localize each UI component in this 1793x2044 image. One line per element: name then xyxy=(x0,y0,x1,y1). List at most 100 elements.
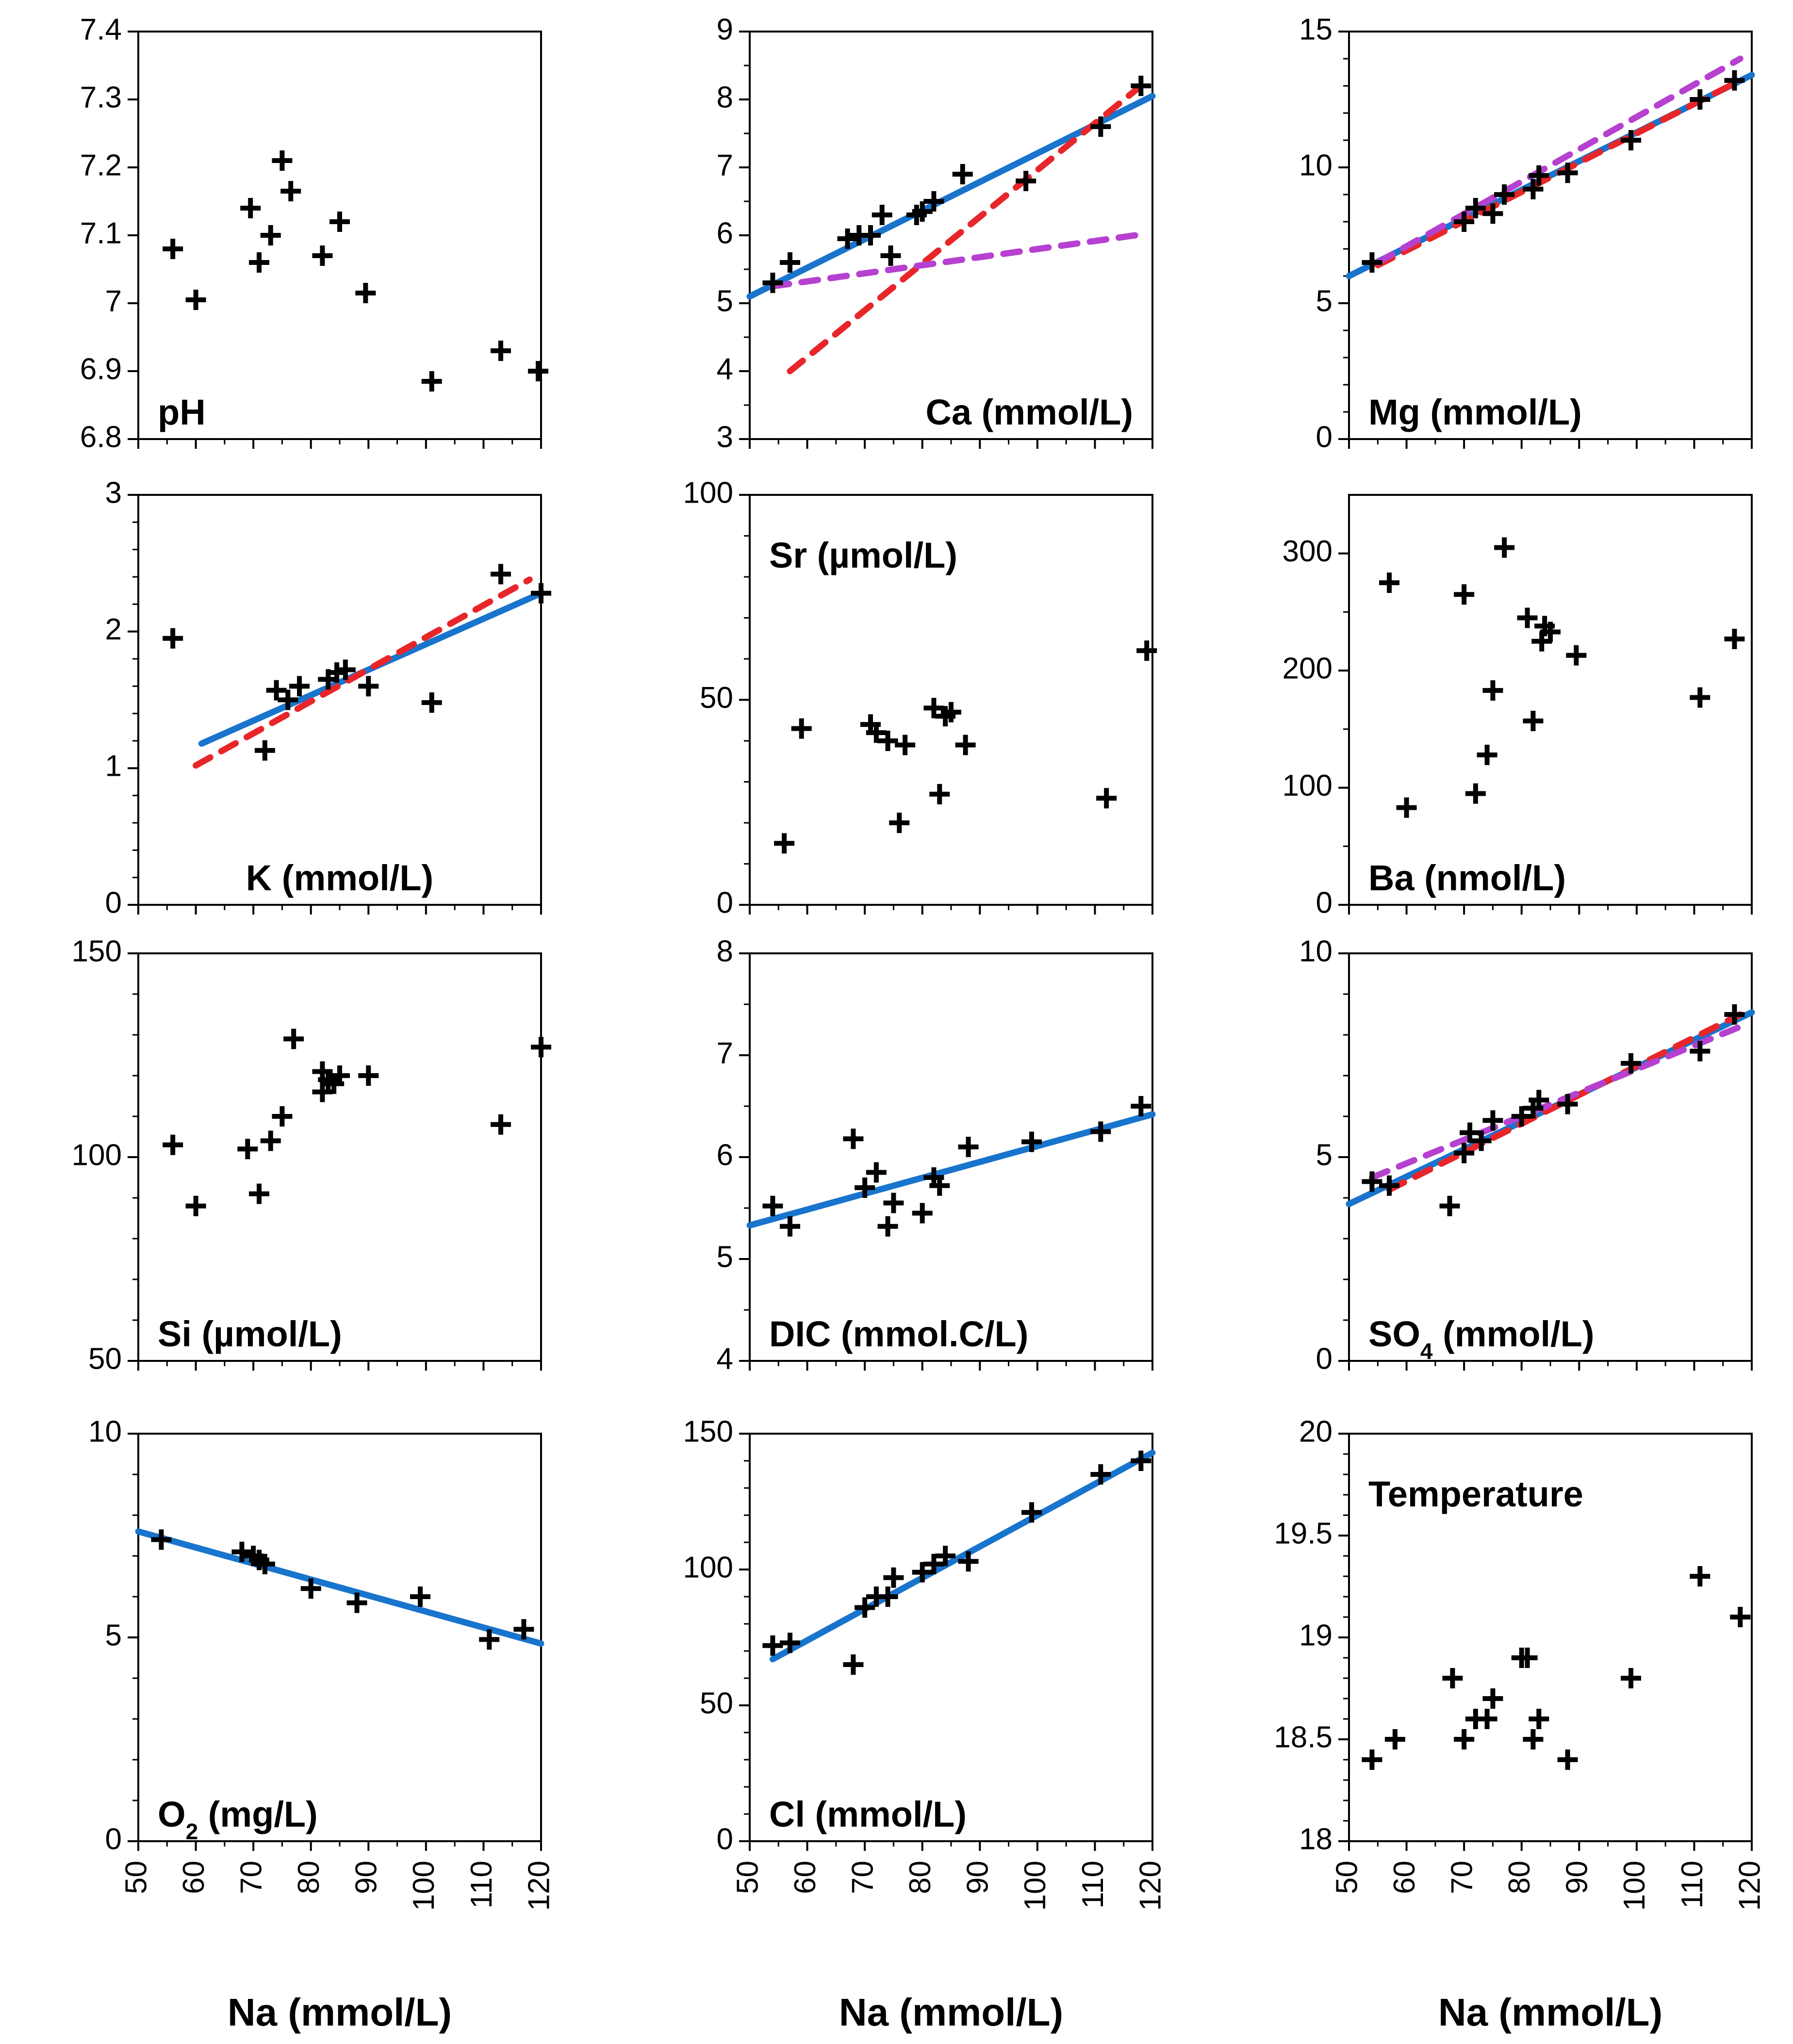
x-axis-title: Na (mmol/L) xyxy=(228,1991,452,2034)
data-point xyxy=(1439,1195,1460,1216)
panel-label: pH xyxy=(158,392,206,432)
data-point xyxy=(1379,1175,1399,1196)
data-point xyxy=(1454,1729,1475,1750)
y-tick-label: 7.3 xyxy=(80,81,122,114)
y-tick-label: 100 xyxy=(683,476,733,509)
data-point xyxy=(1021,1502,1042,1523)
y-tick-label: 0 xyxy=(105,886,122,919)
data-point xyxy=(1090,1121,1111,1142)
x-tick-label: 120 xyxy=(1733,1861,1766,1911)
x-tick-label: 50 xyxy=(731,1861,764,1894)
data-point xyxy=(272,150,293,171)
data-point xyxy=(491,341,511,361)
data-point xyxy=(358,676,379,697)
y-tick-label: 10 xyxy=(1299,934,1332,968)
fit-line-dashed xyxy=(1368,1023,1744,1181)
data-point xyxy=(1460,1122,1480,1143)
data-point xyxy=(1557,163,1578,183)
data-point xyxy=(762,1635,783,1656)
label-subscript: 2 xyxy=(186,1819,198,1844)
label-suffix: (mg/L) xyxy=(198,1794,318,1834)
data-point xyxy=(912,201,933,222)
data-point xyxy=(1362,1171,1382,1192)
panel-so4: 0 5 10 SO4 (mmol/L) xyxy=(1299,934,1755,1375)
panel-label: O2 (mg/L) xyxy=(158,1794,318,1844)
data-point xyxy=(260,225,281,245)
data-point xyxy=(1517,1648,1538,1668)
y-tick-label: 7 xyxy=(717,1036,733,1070)
data-point xyxy=(1477,1709,1497,1729)
y-tick-label: 6 xyxy=(717,216,733,250)
data-point xyxy=(929,1175,950,1196)
y-tick-label: 18.5 xyxy=(1274,1720,1332,1754)
y-tick-label: 5 xyxy=(717,284,733,318)
data-point xyxy=(1442,1668,1463,1688)
panel-ca: 3 4 5 6 7 8 9 Ca (mmol/L) xyxy=(717,13,1156,454)
y-tick-label: 10 xyxy=(88,1415,122,1448)
y-tick-label: 20 xyxy=(1299,1415,1332,1448)
fit-line-solid xyxy=(135,1528,544,1647)
data-point xyxy=(1454,212,1475,232)
data-point xyxy=(923,698,944,719)
data-point xyxy=(185,290,206,310)
data-point xyxy=(1131,1451,1151,1471)
data-point xyxy=(151,1529,172,1550)
data-point xyxy=(762,1195,783,1216)
data-point xyxy=(941,702,961,722)
data-point xyxy=(929,784,950,804)
data-point xyxy=(163,628,183,649)
data-point xyxy=(883,1567,904,1588)
y-tick-label: 4 xyxy=(717,352,733,386)
data-point xyxy=(300,1578,321,1599)
data-point xyxy=(249,252,269,273)
x-tick-label: 60 xyxy=(1388,1861,1421,1894)
data-point xyxy=(1454,1143,1475,1163)
data-point xyxy=(1690,1566,1711,1586)
y-tick-label: 5 xyxy=(1316,284,1332,318)
data-point xyxy=(249,1183,269,1204)
y-tick-label: 100 xyxy=(683,1551,733,1584)
data-point xyxy=(163,1134,183,1155)
y-tick-label: 7.1 xyxy=(80,216,122,250)
plot-frame xyxy=(1348,952,1753,1362)
y-tick-label: 50 xyxy=(700,1686,733,1720)
data-point xyxy=(421,371,442,392)
x-tick-label: 110 xyxy=(1076,1861,1110,1909)
data-point xyxy=(1494,537,1515,558)
data-point xyxy=(923,191,944,212)
x-tick-label: 70 xyxy=(846,1861,880,1894)
data-point xyxy=(1690,89,1711,110)
data-point xyxy=(312,1081,333,1102)
data-point xyxy=(531,1037,551,1058)
y-tick-label: 19.5 xyxy=(1274,1517,1332,1550)
data-point xyxy=(240,198,261,218)
x-tick-label: 50 xyxy=(1330,1861,1364,1894)
y-tick-label: 50 xyxy=(88,1342,122,1375)
data-point xyxy=(254,740,275,761)
data-point xyxy=(531,583,551,604)
data-point xyxy=(1523,710,1544,731)
y-tick-label: 0 xyxy=(1316,886,1332,919)
data-point xyxy=(1621,1668,1641,1688)
x-tick-label: 50 xyxy=(119,1861,153,1894)
data-point xyxy=(1482,1110,1503,1131)
x-tick-label: 120 xyxy=(1134,1861,1167,1911)
data-point xyxy=(1690,687,1711,708)
data-point xyxy=(329,1065,350,1086)
data-point xyxy=(877,1216,898,1237)
data-point xyxy=(1021,1131,1042,1152)
plot-frame xyxy=(137,952,542,1362)
y-tick-label: 8 xyxy=(717,81,733,114)
data-point xyxy=(952,164,973,184)
fit-line-solid xyxy=(198,590,544,747)
x-tick-label: 100 xyxy=(1618,1861,1651,1911)
y-tick-label: 0 xyxy=(105,1822,122,1856)
data-point xyxy=(958,1551,979,1572)
panel-label: Ba (nmol/L) xyxy=(1368,858,1566,898)
data-point xyxy=(1471,1130,1492,1151)
data-point xyxy=(266,680,287,701)
data-point xyxy=(955,735,976,755)
x-tick-label: 110 xyxy=(1676,1861,1709,1909)
data-point xyxy=(1523,179,1544,199)
data-point xyxy=(780,252,800,273)
